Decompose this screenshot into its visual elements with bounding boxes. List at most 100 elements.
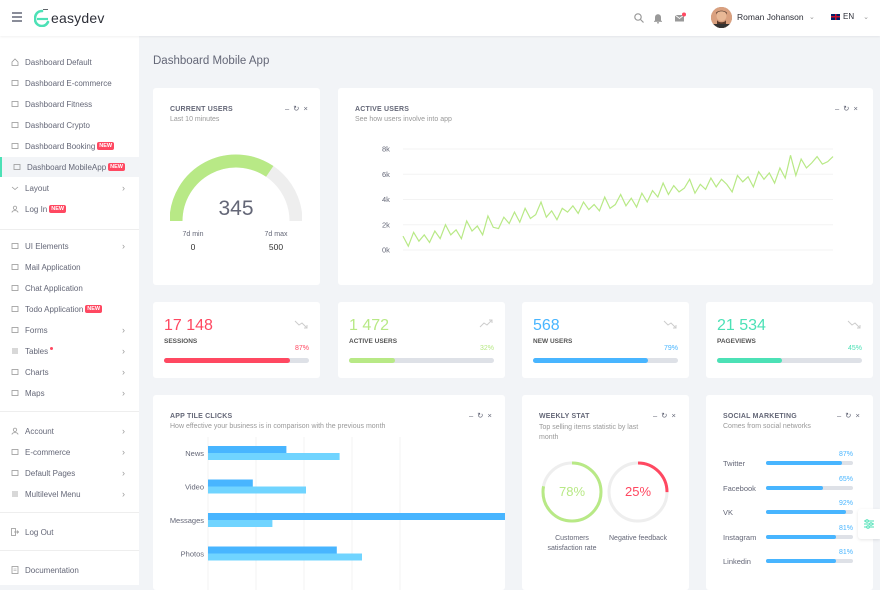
social-progress-fill: [766, 485, 823, 490]
gauge-min: 7d min 0: [168, 231, 218, 252]
sidebar-item-log-out[interactable]: Log Out: [0, 522, 139, 542]
social-progress-bar: [766, 534, 853, 539]
sidebar-item-ui-elements[interactable]: UI Elements ›: [0, 236, 139, 256]
sidebar-item-label: Dashboard Crypto: [25, 120, 90, 130]
customizer-button[interactable]: [858, 509, 880, 539]
card-title: APP TILE CLICKS: [170, 413, 233, 420]
social-name: Linkedin: [723, 557, 751, 566]
sidebar-item-label: E-commerce: [25, 447, 71, 457]
social-progress-bar: [766, 485, 853, 490]
sidebar-item-mail-application[interactable]: Mail Application: [0, 257, 139, 277]
avatar[interactable]: [711, 7, 732, 28]
social-progress-bar: [766, 461, 853, 465]
sidebar-item-charts[interactable]: Charts ›: [0, 362, 139, 382]
chevron-right-icon: ›: [122, 241, 125, 251]
sidebar-item-dashboard-e-commerce[interactable]: Dashboard E-commerce: [0, 73, 139, 93]
social-progress-fill: [766, 461, 842, 465]
gauge-max: 7d max 500: [251, 231, 301, 252]
card-tools[interactable]: –↻×: [835, 104, 862, 113]
search-icon[interactable]: [633, 12, 645, 24]
sidebar-item-label: Dashboard Booking NEW: [25, 141, 115, 151]
sliders-icon: [864, 519, 874, 529]
bar: [208, 479, 253, 487]
chevron-right-icon: ›: [122, 367, 125, 377]
language-chevron-icon: ⌄: [863, 13, 869, 21]
sidebar-item-chat-application[interactable]: Chat Application: [0, 278, 139, 298]
sidebar-item-label: Dashboard Fitness: [25, 99, 93, 109]
sidebar: Dashboard Default Dashboard E-commerce Das…: [0, 36, 139, 585]
sidebar-item-e-commerce[interactable]: E-commerce ›: [0, 442, 139, 462]
sidebar-item-label: Dashboard Default: [25, 57, 92, 67]
mail-icon[interactable]: [674, 12, 686, 24]
box-icon: [13, 164, 21, 170]
stat-progress-bar: [164, 358, 309, 363]
sidebar-item-account[interactable]: Account ›: [0, 421, 139, 441]
box-icon: [11, 143, 19, 149]
menu-toggle-icon[interactable]: [12, 12, 22, 22]
sidebar-item-label: Multilevel Menu: [25, 489, 81, 499]
chevron-right-icon: ›: [122, 183, 125, 193]
social-marketing-card: SOCIAL MARKETING Comes from social netwo…: [706, 395, 873, 590]
gauge-max-value: 500: [268, 242, 284, 252]
language-label: EN: [843, 12, 855, 21]
sidebar-item-dashboard-mobileapp[interactable]: Dashboard MobileApp NEW: [0, 157, 139, 177]
box-icon: [11, 122, 19, 128]
card-title: ACTIVE USERS: [355, 106, 410, 113]
card-title: SOCIAL MARKETING: [723, 413, 797, 420]
sidebar-item-log-in[interactable]: Log In NEW: [0, 199, 139, 219]
box-icon: [11, 243, 19, 249]
social-percent: 65%: [838, 475, 853, 483]
card-title: WEEKLY STAT: [539, 413, 590, 420]
sidebar-item-documentation[interactable]: Documentation: [0, 560, 139, 580]
user-menu-chevron-icon[interactable]: ⌄: [809, 14, 815, 21]
y-tick-label: 0k: [382, 246, 390, 255]
sidebar-item-multilevel-menu[interactable]: Multilevel Menu ›: [0, 484, 139, 504]
box-icon: [11, 369, 19, 375]
chevron-right-icon: ›: [122, 426, 125, 436]
card-tools[interactable]: –↻×: [837, 411, 864, 420]
sidebar-item-todo-application[interactable]: Todo Application NEW: [0, 299, 139, 319]
weekly-stat-card: WEEKLY STAT Top selling items statistic …: [522, 395, 689, 590]
sidebar-item-dashboard-fitness[interactable]: Dashboard Fitness: [0, 94, 139, 114]
bar: [208, 520, 273, 527]
weekly-stat-item: 25% Negative feedback: [605, 459, 671, 544]
sidebar-item-dashboard-crypto[interactable]: Dashboard Crypto: [0, 115, 139, 135]
sidebar-item-dashboard-default[interactable]: Dashboard Default: [0, 52, 139, 72]
current-users-gauge: [170, 154, 302, 222]
new-badge: NEW: [108, 163, 126, 172]
language-switcher[interactable]: EN ⌄: [831, 12, 869, 21]
sidebar-item-layout[interactable]: Layout ›: [0, 178, 139, 198]
sidebar-item-label: Forms: [25, 325, 48, 335]
chevron-right-icon: ›: [122, 325, 125, 335]
box-icon: [11, 470, 19, 476]
card-subtitle: Top selling items statistic by last mont…: [539, 424, 639, 441]
list-icon: [12, 491, 18, 497]
category-label: Video: [185, 483, 204, 492]
app-logo[interactable]: easydev: [34, 8, 105, 28]
social-row-twitter: Twitter 87%: [706, 449, 873, 469]
ring-value: 25%: [624, 484, 652, 499]
category-label: News: [185, 449, 204, 458]
log-out-icon: [11, 528, 19, 536]
sidebar-item-forms[interactable]: Forms ›: [0, 320, 139, 340]
social-percent: 87%: [838, 451, 853, 458]
current-users-card: CURRENT USERS Last 10 minutes –↻× 345 7d…: [153, 88, 320, 285]
sidebar-item-label: Dashboard MobileApp NEW: [27, 162, 126, 172]
bell-icon[interactable]: [652, 12, 664, 24]
sidebar-item-label: UI Elements: [25, 241, 69, 251]
user-name[interactable]: Roman Johanson: [737, 12, 804, 22]
social-progress-fill: [766, 559, 837, 563]
trend-up-icon: [479, 319, 493, 328]
ring-label: Customers satisfaction rate: [547, 535, 597, 552]
box-icon: [11, 80, 19, 86]
card-tools[interactable]: –↻×: [285, 104, 312, 113]
social-percent: 92%: [838, 500, 853, 507]
sidebar-item-maps[interactable]: Maps ›: [0, 383, 139, 403]
card-tools[interactable]: –↻×: [653, 411, 680, 420]
sidebar-divider: [0, 411, 139, 412]
chevron-right-icon: ›: [122, 489, 125, 499]
card-tools[interactable]: –↻×: [469, 411, 496, 420]
sidebar-item-dashboard-booking[interactable]: Dashboard Booking NEW: [0, 136, 139, 156]
sidebar-item-default-pages[interactable]: Default Pages ›: [0, 463, 139, 483]
sidebar-item-tables[interactable]: Tables ›: [0, 341, 139, 361]
